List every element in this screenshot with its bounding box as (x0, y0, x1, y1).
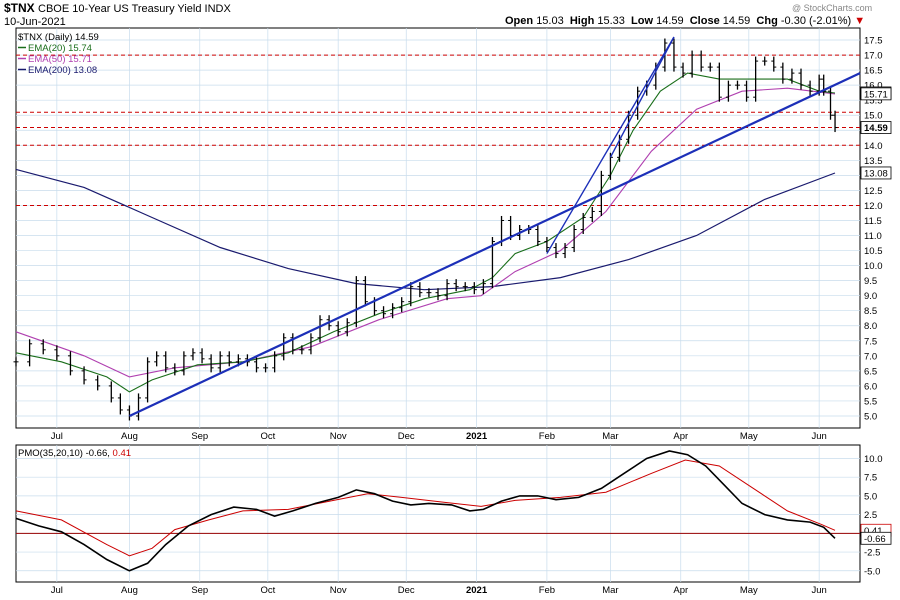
legend-entry: EMA(200) 13.08 (28, 65, 97, 76)
y-tick-label: 16.0 (864, 81, 883, 92)
x-tick-label: Sep (191, 431, 208, 442)
y-tick-label: 9.0 (864, 291, 877, 302)
y-tick-label: 11.5 (864, 216, 882, 227)
symbol-name: CBOE 10-Year US Treasury Yield INDX (38, 3, 231, 15)
ohlc-readout: Open 15.03 High 15.33 Low 14.59 Close 14… (505, 15, 866, 27)
y-tick-label: 8.5 (864, 306, 877, 317)
value-tag-label: -0.66 (864, 534, 886, 545)
value-tag-box (860, 531, 892, 545)
x-tick-label: Feb (539, 431, 555, 442)
value-tag-label: 0.41 (864, 526, 883, 537)
x-tick-label: May (740, 431, 758, 442)
trendline (609, 36, 675, 158)
y-tick-label: 7.5 (864, 473, 877, 484)
x-tick-label: Feb (539, 585, 555, 596)
y-tick-label: 10.5 (864, 246, 883, 257)
value-tag-box (860, 166, 892, 180)
x-tick-label: Aug (121, 431, 138, 442)
y-tick-label: 17.0 (864, 51, 883, 62)
trendline (128, 72, 861, 417)
x-tick-label: Jul (51, 585, 63, 596)
y-tick-label: 14.0 (864, 141, 883, 152)
ema50-line (15, 87, 836, 378)
y-tick-label: 5.0 (864, 491, 877, 502)
y-tick-label: 6.0 (864, 381, 877, 392)
x-tick-label: 2021 (466, 585, 488, 596)
y-tick-label: 8.0 (864, 321, 877, 332)
y-tick-label: -2.5 (864, 548, 880, 559)
y-tick-label: 10.0 (864, 454, 883, 465)
pmo-panel-frame (15, 444, 861, 583)
y-tick-label: 7.0 (864, 351, 877, 362)
pmo-legend-value: -0.66, (86, 448, 113, 459)
y-tick-label: 5.5 (864, 396, 877, 407)
y-tick-label: 12.0 (864, 201, 883, 212)
x-tick-label: Nov (330, 431, 347, 442)
trendline (546, 36, 675, 254)
x-tick-label: Dec (398, 431, 415, 442)
header-title: $TNX CBOE 10-Year US Treasury Yield INDX (4, 1, 231, 15)
legend-entry: EMA(50) 15.71 (28, 54, 92, 65)
x-tick-label: May (740, 585, 758, 596)
y-tick-label: 9.5 (864, 276, 877, 287)
x-tick-label: Jun (811, 431, 826, 442)
ema200-line (15, 168, 836, 291)
y-tick-label: 15.5 (864, 96, 883, 107)
legend-entry: $TNX (Daily) 14.59 (18, 32, 99, 43)
x-tick-label: Jun (811, 585, 826, 596)
y-tick-label: 16.5 (864, 66, 883, 77)
x-tick-label: Oct (260, 431, 275, 442)
pmo-legend: PMO(35,20,10) -0.66, 0.41 (18, 448, 131, 459)
x-tick-label: 2021 (466, 431, 488, 442)
x-tick-label: Sep (191, 585, 208, 596)
y-tick-label: 15.0 (864, 111, 883, 122)
pmo-legend-signal: 0.41 (113, 448, 132, 459)
legend-entry: EMA(20) 15.74 (28, 43, 92, 54)
y-tick-label: 11.0 (864, 231, 882, 242)
y-tick-label: 12.5 (864, 186, 883, 197)
y-tick-label: 7.5 (864, 336, 877, 347)
value-tag-box (860, 121, 892, 134)
down-arrow-icon: ▼ (854, 15, 866, 27)
y-tick-label: 2.5 (864, 510, 877, 521)
pmo-line (15, 450, 836, 572)
header-date: 10-Jun-2021 (4, 16, 66, 28)
pmo-signal-line (15, 459, 836, 557)
value-tag-label: 14.59 (864, 123, 888, 134)
x-tick-label: Aug (121, 585, 138, 596)
pmo-legend-label: PMO(35,20,10) (18, 448, 86, 459)
x-tick-label: Jul (51, 431, 63, 442)
y-tick-label: 6.5 (864, 366, 877, 377)
y-tick-label: 17.5 (864, 36, 883, 47)
price-panel-frame (15, 27, 861, 429)
y-tick-label: 10.0 (864, 261, 883, 272)
y-tick-label: 13.5 (864, 156, 883, 167)
value-tag-label: 13.08 (864, 168, 888, 179)
y-tick-label: 5.0 (864, 411, 877, 422)
watermark: @ StockCharts.com (792, 3, 873, 13)
x-tick-label: Apr (673, 585, 688, 596)
value-tag-box (860, 87, 892, 101)
symbol: $TNX (4, 1, 35, 15)
x-tick-label: Oct (260, 585, 275, 596)
x-tick-label: Mar (602, 431, 618, 442)
y-tick-label: -5.0 (864, 566, 880, 577)
x-tick-label: Mar (602, 585, 618, 596)
x-tick-label: Dec (398, 585, 415, 596)
value-tag-label: 15.71 (864, 89, 888, 100)
x-tick-label: Apr (673, 431, 688, 442)
x-tick-label: Nov (330, 585, 347, 596)
